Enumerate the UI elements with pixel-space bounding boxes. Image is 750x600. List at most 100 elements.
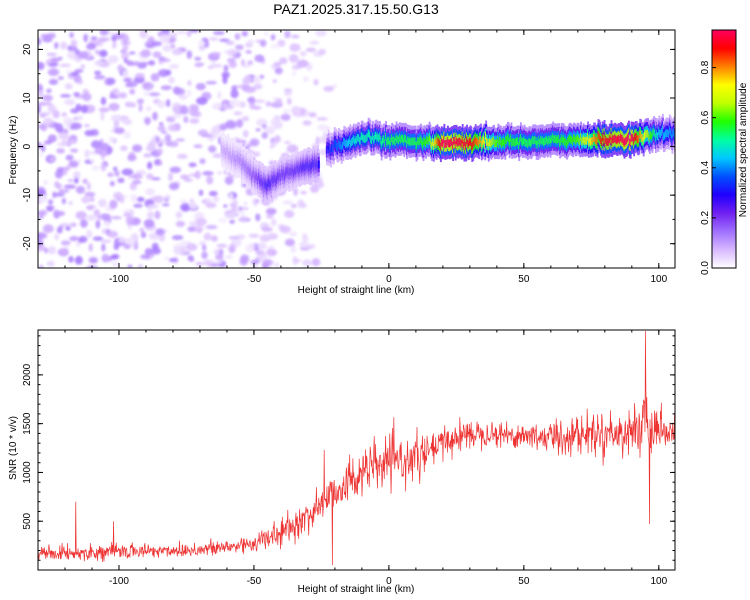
spectrogram-cell — [127, 154, 137, 162]
spectrogram-cell — [44, 247, 49, 254]
spectrogram-cell — [130, 193, 138, 203]
spectrogram-cell — [107, 172, 114, 178]
spectrogram-cell — [86, 204, 97, 208]
spectrogram-cell — [68, 201, 73, 205]
spectrogram-cell — [230, 206, 237, 212]
spectrogram-cell — [70, 39, 78, 48]
spectrogram-cell — [286, 144, 299, 154]
spectrogram-cell — [284, 238, 295, 247]
spectrogram-cell — [108, 102, 120, 112]
spectrogram-cell — [284, 210, 295, 219]
spectrogram-cell — [100, 239, 112, 244]
spectrogram-cell — [229, 99, 241, 108]
spectrogram-cell — [193, 144, 203, 149]
spectrogram-cell — [124, 101, 133, 108]
spectrogram-cell — [69, 31, 74, 39]
spectrogram-cell — [65, 226, 71, 231]
spectrogram-cell — [60, 248, 68, 256]
spectrogram-cell — [315, 30, 327, 37]
spectrogram-cell — [254, 54, 265, 63]
spectrogram-cell — [47, 104, 57, 113]
spectrogram-cell — [290, 203, 297, 208]
spectrogram-cell — [175, 220, 186, 227]
spectrogram-cell — [82, 178, 88, 184]
spectrogram-cell — [266, 213, 274, 219]
spectrogram-cell — [133, 203, 143, 208]
spectrogram-cell — [194, 170, 201, 180]
spectrogram-cell — [101, 243, 106, 252]
spectrogram-cell — [273, 62, 282, 67]
spectrogram-cell — [292, 70, 297, 77]
spectrogram-cell — [134, 60, 140, 65]
spectrogram-cell — [211, 102, 223, 110]
spectrogram-cell — [188, 162, 197, 168]
spectrogram-cell — [109, 199, 118, 209]
spectrogram-cell — [232, 199, 238, 205]
spectrogram-cell — [113, 191, 123, 200]
spectrogram-cell — [157, 100, 166, 109]
spectrogram-cell — [40, 144, 46, 153]
spectrogram-cell — [259, 39, 267, 48]
spectrogram-cell — [164, 256, 170, 261]
spectrogram-cell — [91, 165, 100, 171]
spectrogram-cell — [301, 233, 308, 241]
spectrogram-cell — [46, 205, 54, 212]
spectrogram-cell — [301, 203, 307, 208]
spectrogram-cell — [107, 55, 119, 64]
spectrogram-cell — [291, 34, 300, 39]
spectrogram-cell — [56, 167, 65, 173]
spectrogram-cell — [108, 95, 120, 99]
x-tick-label: 100 — [650, 576, 667, 587]
spectrogram-cell — [270, 44, 280, 49]
spectrogram-cell — [107, 31, 115, 36]
colorbar-label: Normalized spectral amplitude — [738, 82, 749, 217]
colorbar-tick-label: 0.2 — [700, 211, 711, 225]
spectrogram-cell — [123, 77, 131, 83]
spectrogram-cell — [39, 264, 44, 268]
spectrogram-cell — [205, 80, 217, 85]
spectrogram-cell — [132, 144, 143, 153]
spectrogram-cell — [159, 34, 171, 43]
spectrogram-cell — [311, 258, 321, 267]
spectrogram-cell — [150, 253, 155, 258]
spectrogram-cell — [58, 225, 64, 229]
spectrogram-cell — [65, 69, 73, 74]
spectrogram-cell — [219, 123, 228, 131]
spectrogram-cell — [201, 251, 208, 260]
spectrogram-cell — [186, 30, 192, 37]
spectrogram-cell — [109, 180, 115, 187]
spectrogram-cell — [140, 254, 150, 260]
spectrogram-cell — [316, 117, 328, 121]
y-tick-label: 1500 — [22, 412, 33, 435]
spectrogram-cell — [107, 136, 116, 143]
spectrogram-cell — [94, 60, 105, 67]
spectrogram-cell — [100, 163, 107, 172]
spectrogram-cell — [195, 82, 206, 91]
spectrogram-cell — [70, 122, 82, 130]
spectrogram-cell — [317, 124, 329, 131]
spectrogram-cell — [106, 150, 111, 155]
spectrogram-cell — [144, 247, 153, 256]
y-tick-label: 20 — [22, 43, 33, 55]
spectrogram-cell — [43, 117, 54, 126]
spectrogram-cell — [241, 206, 249, 211]
y-tick-label: 0 — [22, 143, 33, 149]
spectrogram-cell — [228, 236, 240, 240]
spectrogram-cell — [206, 175, 214, 185]
spectrogram-cell — [38, 124, 45, 130]
spectrogram-frame — [37, 29, 676, 269]
spectrogram-cell — [205, 202, 217, 209]
spectrogram-cell — [313, 78, 319, 86]
spectrogram-cell — [140, 49, 151, 58]
spectrogram-cell — [114, 127, 125, 134]
spectrogram-cell — [80, 64, 86, 69]
spectrogram-cell — [169, 182, 180, 191]
spectrogram-cell — [196, 97, 208, 105]
spectrogram-cell — [49, 156, 56, 162]
spectrogram-cell — [201, 199, 207, 204]
colorbar-ticks: 0.0 0.2 0.4 0.6 0.8 — [700, 60, 716, 275]
spectrogram-cell — [74, 68, 84, 73]
spectrogram-cell — [183, 115, 189, 124]
spectrogram-cell — [248, 233, 260, 238]
spectrogram-cell — [76, 115, 84, 121]
